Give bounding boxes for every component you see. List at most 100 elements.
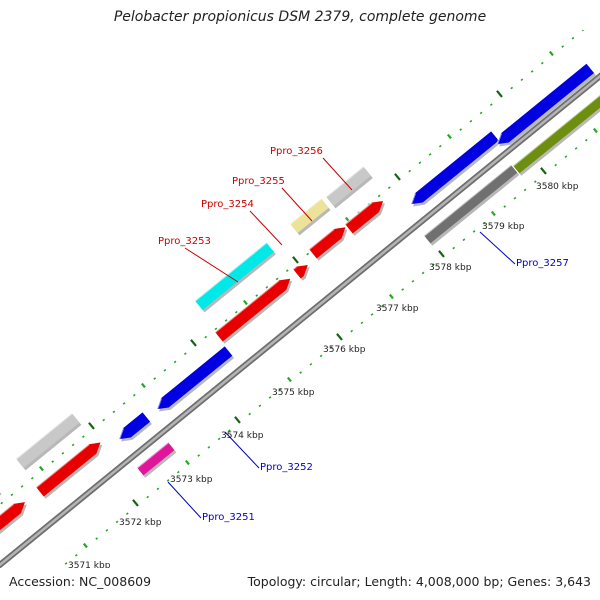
inner-scale-tick xyxy=(168,480,169,481)
outer-scale-tick xyxy=(562,46,563,47)
inner-scale-tick xyxy=(219,438,220,439)
outer-scale-tick xyxy=(481,112,482,113)
outer-feature-highlight xyxy=(195,243,266,301)
inner-scale-tick xyxy=(235,417,240,423)
gene-label: Ppro_3255 xyxy=(232,176,285,187)
outer-scale-tick xyxy=(491,104,492,105)
outer-scale-tick xyxy=(511,87,512,88)
inner-scale-tick xyxy=(127,513,128,514)
inner-scale-tick xyxy=(117,521,118,522)
outer-scale-tick xyxy=(244,301,247,305)
outer-scale-tick xyxy=(236,312,237,313)
outer-scale-tick xyxy=(389,187,390,188)
outer-scale-tick xyxy=(460,129,461,130)
inner-scale-tick xyxy=(525,189,526,190)
outer-scale-tick xyxy=(287,270,288,271)
outer-scale-tick xyxy=(83,436,84,437)
outer-scale-tick xyxy=(532,71,533,72)
inner-scale-tick xyxy=(147,496,148,497)
kbp-tick-label: 3574 kbp xyxy=(221,431,264,441)
outer-scale-tick xyxy=(103,419,104,420)
outer-scale-tick xyxy=(11,494,12,495)
inner-scale-tick xyxy=(310,364,311,365)
gene-label-leader-line xyxy=(185,248,238,282)
inner-scale-tick xyxy=(133,500,138,506)
outer-scale-tick xyxy=(430,154,431,155)
gene-label: Ppro_3256 xyxy=(270,146,323,157)
inner-scale-tick xyxy=(178,472,179,473)
outer-scale-tick xyxy=(583,29,584,30)
outer-scale-tick xyxy=(113,411,114,412)
outer-scale-tick xyxy=(40,467,43,471)
inner-scale-tick xyxy=(463,239,464,240)
outer-scale-tick xyxy=(572,38,573,39)
inner-scale-tick xyxy=(288,378,291,382)
gene-label: Ppro_3253 xyxy=(158,236,211,247)
gene-label: Ppro_3254 xyxy=(201,199,254,210)
outer-scale-tick xyxy=(307,253,308,254)
inner-scale-tick xyxy=(259,405,260,406)
inner-scale-tick xyxy=(96,538,97,539)
kbp-tick-label: 3578 kbp xyxy=(429,263,472,273)
outer-scale-tick xyxy=(185,353,186,354)
inner-scale-tick xyxy=(586,140,587,141)
inner-scale-tick xyxy=(208,447,209,448)
genome-stats-text: Topology: circular; Length: 4,008,000 bp… xyxy=(248,574,591,589)
inner-scale-tick xyxy=(84,544,87,548)
outer-scale-tick xyxy=(73,444,74,445)
kbp-tick-label: 3572 kbp xyxy=(119,518,162,528)
outer-scale-tick xyxy=(226,320,227,321)
outer-scale-tick xyxy=(205,336,206,337)
kbp-tick-label: 3575 kbp xyxy=(272,388,315,398)
outer-scale-tick xyxy=(62,453,63,454)
gene-label-leader-line xyxy=(168,482,201,518)
outer-scale-tick xyxy=(395,174,400,180)
outer-scale-tick xyxy=(521,79,522,80)
gene-label: Ppro_3251 xyxy=(202,512,255,523)
outer-scale-tick xyxy=(497,91,502,97)
inner-scale-tick xyxy=(351,330,352,331)
inner-scale-tick xyxy=(361,322,362,323)
gene-label-leader-line xyxy=(250,211,282,245)
outer-scale-tick xyxy=(379,195,380,196)
inner-scale-tick xyxy=(106,530,107,531)
kbp-tick-label: 3576 kbp xyxy=(323,345,366,355)
inner-scale-tick xyxy=(157,488,158,489)
outer-scale-tick xyxy=(448,135,451,139)
outer-scale-tick xyxy=(175,361,176,362)
inner-scale-tick xyxy=(249,413,250,414)
accession-text: Accession: NC_008609 xyxy=(9,574,151,589)
gene-label-leader-line xyxy=(282,188,312,221)
inner-scale-tick xyxy=(198,455,199,456)
reverse-gene-arrow xyxy=(157,346,232,409)
outer-scale-tick xyxy=(1,502,2,503)
outer-scale-tick xyxy=(440,146,441,147)
outer-scale-tick xyxy=(256,295,257,296)
inner-scale-tick xyxy=(300,372,301,373)
inner-scale-tick xyxy=(576,148,577,149)
reverse-gene-arrow xyxy=(497,64,594,144)
gene-label-leader-line xyxy=(480,232,515,264)
outer-scale-tick xyxy=(191,340,196,346)
kbp-tick-label: 3573 kbp xyxy=(170,475,213,485)
outer-scale-tick xyxy=(550,52,553,56)
inner-scale-tick xyxy=(423,272,424,273)
inner-scale-tick xyxy=(514,198,515,199)
inner-scale-tick xyxy=(565,156,566,157)
outer-scale-tick xyxy=(52,461,53,462)
outer-scale-tick xyxy=(277,278,278,279)
inner-scale-tick xyxy=(453,247,454,248)
gene-label-leader-line xyxy=(323,158,352,190)
outer-scale-tick xyxy=(89,423,94,429)
inner-scale-tick xyxy=(541,168,546,174)
kbp-tick-label: 3571 kbp xyxy=(68,561,111,571)
outer-scale-tick xyxy=(419,162,420,163)
outer-scale-tick xyxy=(134,395,135,396)
inner-scale-tick xyxy=(402,289,403,290)
inner-scale-tick xyxy=(594,129,597,133)
outer-scale-tick xyxy=(124,403,125,404)
outer-scale-tick xyxy=(266,287,267,288)
inner-scale-tick xyxy=(66,563,67,564)
inner-scale-tick xyxy=(439,251,444,257)
